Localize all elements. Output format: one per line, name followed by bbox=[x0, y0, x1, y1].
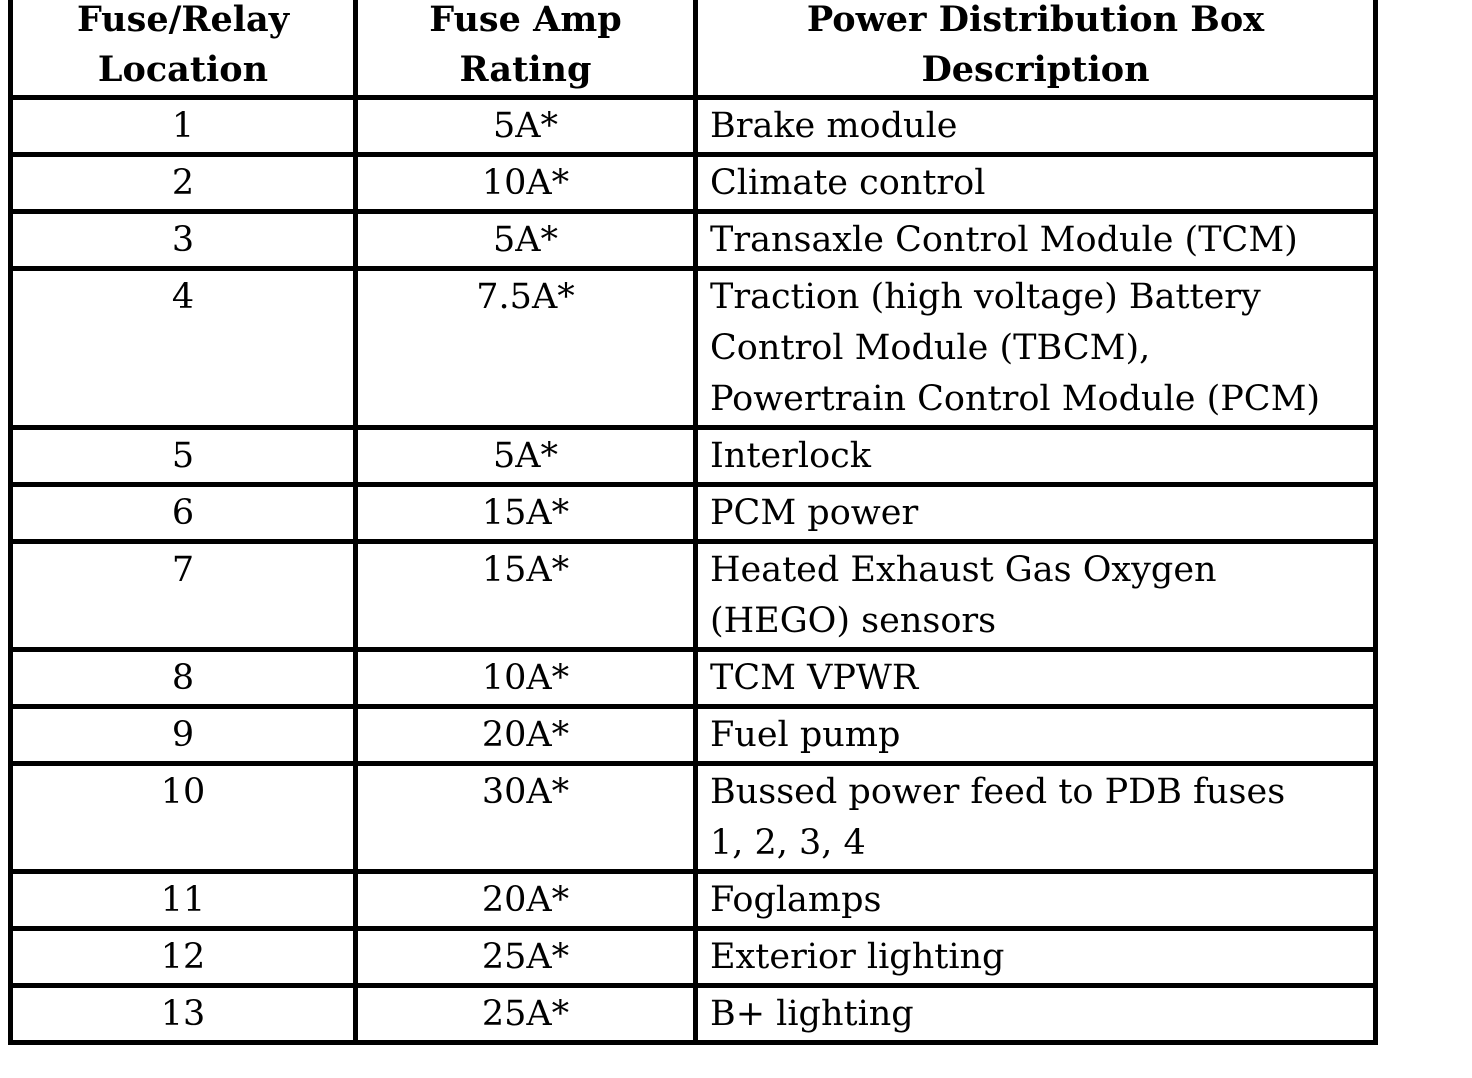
table-row: 12 25A* Exterior lighting bbox=[8, 926, 1378, 988]
header-line: Location bbox=[97, 49, 269, 90]
description-line: Powertrain Control Module (PCM) bbox=[710, 379, 1321, 419]
description-line: Interlock bbox=[710, 436, 871, 476]
cell-rating: 5A* bbox=[353, 95, 698, 157]
header-row: Fuse/Relay Location Fuse Amp Rating Power Di… bbox=[8, 0, 1378, 100]
cell-rating: 10A* bbox=[353, 152, 698, 214]
table-row: 1 5A* Brake module bbox=[8, 95, 1378, 157]
table-row: 11 20A* Foglamps bbox=[8, 869, 1378, 931]
description-line: (HEGO) sensors bbox=[710, 601, 997, 641]
cell-rating: 15A* bbox=[353, 482, 698, 544]
cell-rating: 20A* bbox=[353, 704, 698, 766]
table-row: 4 7.5A* Traction (high voltage) Battery Con… bbox=[8, 266, 1378, 430]
description-line: Transaxle Control Module (TCM) bbox=[710, 220, 1298, 260]
cell-rating: 30A* bbox=[353, 761, 698, 874]
table-row: 13 25A* B+ lighting bbox=[8, 983, 1378, 1045]
fuse-table: Fuse/Relay Location Fuse Amp Rating Power Di… bbox=[8, 0, 1378, 1045]
cell-description: Brake module bbox=[693, 95, 1378, 157]
cell-location: 5 bbox=[8, 425, 358, 487]
header-line: Power Distribution Box bbox=[806, 0, 1265, 40]
header-description: Power Distribution Box Description bbox=[693, 0, 1378, 100]
cell-location: 8 bbox=[8, 647, 358, 709]
header-location: Fuse/Relay Location bbox=[8, 0, 358, 100]
fuse-table-container: Fuse/Relay Location Fuse Amp Rating Power Di… bbox=[8, 0, 1378, 1045]
cell-location: 13 bbox=[8, 983, 358, 1045]
table-row: 7 15A* Heated Exhaust Gas Oxygen (HEGO) sen… bbox=[8, 539, 1378, 652]
cell-rating: 5A* bbox=[353, 425, 698, 487]
cell-description: Transaxle Control Module (TCM) bbox=[693, 209, 1378, 271]
cell-rating: 7.5A* bbox=[353, 266, 698, 430]
header-line: Rating bbox=[459, 49, 592, 90]
table-row: 10 30A* Bussed power feed to PDB fuses 1, 2… bbox=[8, 761, 1378, 874]
cell-description: Traction (high voltage) Battery Control M… bbox=[693, 266, 1378, 430]
description-line: Brake module bbox=[710, 106, 958, 146]
description-line: Exterior lighting bbox=[710, 937, 1005, 977]
description-line: PCM power bbox=[710, 493, 919, 533]
cell-description: Fuel pump bbox=[693, 704, 1378, 766]
cell-description: PCM power bbox=[693, 482, 1378, 544]
description-line: Fuel pump bbox=[710, 715, 901, 755]
header-line: Fuse Amp bbox=[429, 0, 622, 40]
cell-location: 7 bbox=[8, 539, 358, 652]
table-row: 9 20A* Fuel pump bbox=[8, 704, 1378, 766]
description-line: Heated Exhaust Gas Oxygen bbox=[710, 550, 1217, 590]
description-line: B+ lighting bbox=[710, 994, 914, 1034]
cell-description: TCM VPWR bbox=[693, 647, 1378, 709]
cell-location: 4 bbox=[8, 266, 358, 430]
cell-location: 3 bbox=[8, 209, 358, 271]
table-row: 8 10A* TCM VPWR bbox=[8, 647, 1378, 709]
cell-rating: 15A* bbox=[353, 539, 698, 652]
description-line: Control Module (TBCM), bbox=[710, 328, 1151, 368]
header-rating: Fuse Amp Rating bbox=[353, 0, 698, 100]
cell-location: 6 bbox=[8, 482, 358, 544]
cell-location: 2 bbox=[8, 152, 358, 214]
cell-description: Heated Exhaust Gas Oxygen (HEGO) sensors bbox=[693, 539, 1378, 652]
table-row: 2 10A* Climate control bbox=[8, 152, 1378, 214]
header-line: Fuse/Relay bbox=[76, 0, 290, 40]
table-row: 5 5A* Interlock bbox=[8, 425, 1378, 487]
cell-location: 12 bbox=[8, 926, 358, 988]
cell-rating: 25A* bbox=[353, 926, 698, 988]
description-line: TCM VPWR bbox=[710, 658, 919, 698]
cell-description: Bussed power feed to PDB fuses 1, 2, 3, 4 bbox=[693, 761, 1378, 874]
cell-description: Climate control bbox=[693, 152, 1378, 214]
header-line: Description bbox=[921, 49, 1150, 90]
cell-location: 11 bbox=[8, 869, 358, 931]
cell-location: 1 bbox=[8, 95, 358, 157]
cell-description: B+ lighting bbox=[693, 983, 1378, 1045]
description-line: Bussed power feed to PDB fuses bbox=[710, 772, 1286, 812]
table-row: 3 5A* Transaxle Control Module (TCM) bbox=[8, 209, 1378, 271]
description-line: Climate control bbox=[710, 163, 986, 203]
cell-rating: 5A* bbox=[353, 209, 698, 271]
cell-description: Foglamps bbox=[693, 869, 1378, 931]
cell-description: Exterior lighting bbox=[693, 926, 1378, 988]
cell-rating: 20A* bbox=[353, 869, 698, 931]
description-line: Foglamps bbox=[710, 880, 882, 920]
description-line: Traction (high voltage) Battery bbox=[710, 277, 1261, 317]
cell-rating: 10A* bbox=[353, 647, 698, 709]
cell-rating: 25A* bbox=[353, 983, 698, 1045]
table-row: 6 15A* PCM power bbox=[8, 482, 1378, 544]
description-line: 1, 2, 3, 4 bbox=[710, 823, 866, 863]
cell-location: 9 bbox=[8, 704, 358, 766]
cell-location: 10 bbox=[8, 761, 358, 874]
cell-description: Interlock bbox=[693, 425, 1378, 487]
